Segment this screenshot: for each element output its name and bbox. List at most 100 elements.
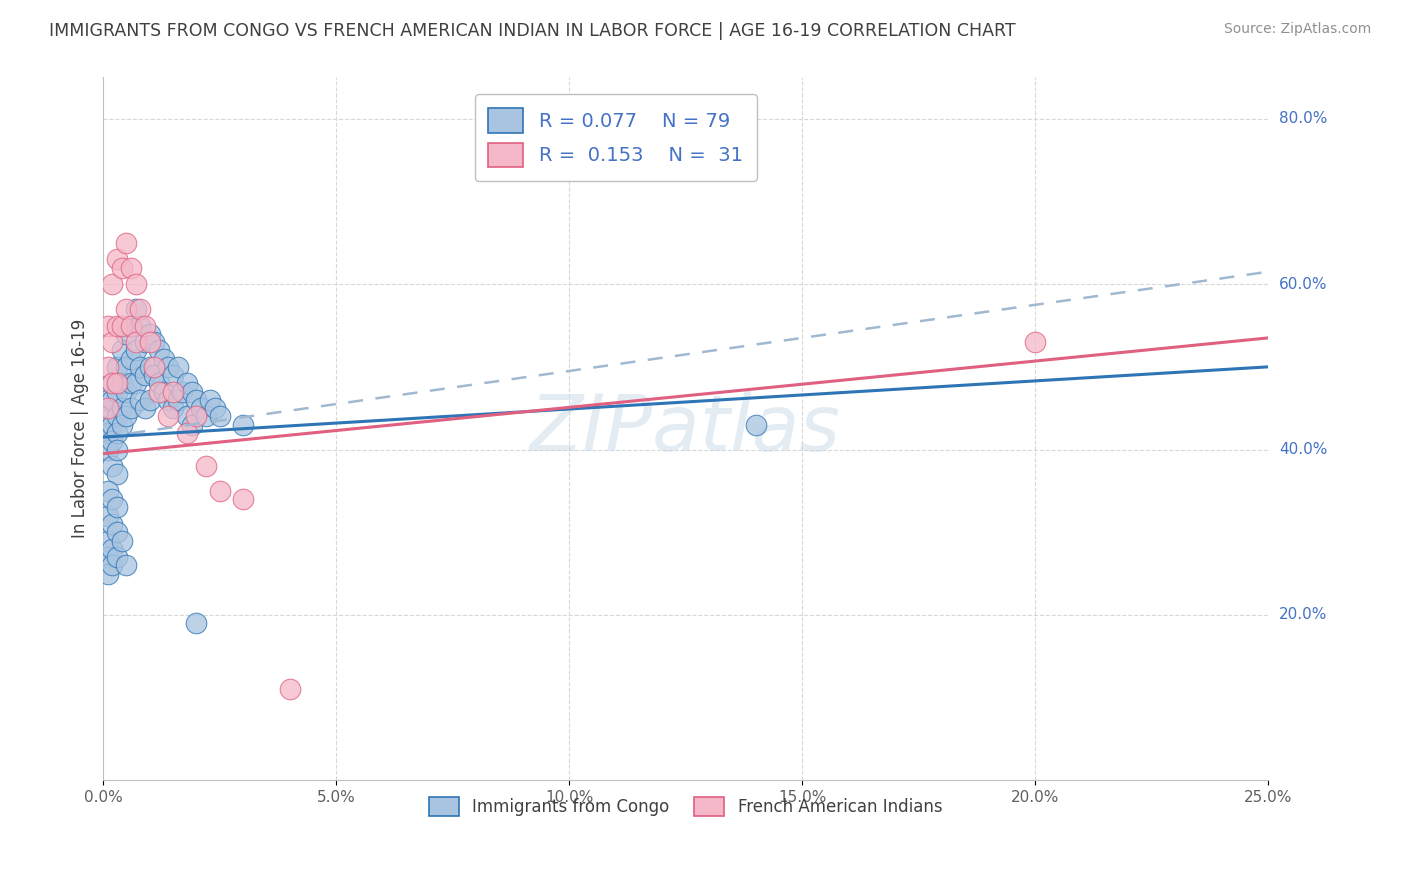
Point bbox=[134, 318, 156, 333]
Point bbox=[105, 525, 128, 540]
Point bbox=[129, 318, 152, 333]
Point bbox=[101, 277, 124, 292]
Text: Source: ZipAtlas.com: Source: ZipAtlas.com bbox=[1223, 22, 1371, 37]
Point bbox=[101, 392, 124, 407]
Point bbox=[143, 368, 166, 383]
Point bbox=[101, 541, 124, 556]
Point bbox=[138, 359, 160, 374]
Point bbox=[162, 401, 184, 416]
Point bbox=[120, 318, 142, 333]
Point bbox=[148, 384, 170, 399]
Point bbox=[208, 483, 231, 498]
Point bbox=[152, 384, 174, 399]
Point bbox=[148, 343, 170, 358]
Point bbox=[105, 318, 128, 333]
Text: 80.0%: 80.0% bbox=[1279, 112, 1327, 127]
Point bbox=[115, 301, 138, 316]
Point bbox=[125, 334, 148, 349]
Point bbox=[176, 376, 198, 391]
Point bbox=[180, 384, 202, 399]
Point bbox=[129, 301, 152, 316]
Point bbox=[194, 459, 217, 474]
Point bbox=[105, 359, 128, 374]
Point bbox=[97, 409, 120, 424]
Point bbox=[97, 533, 120, 548]
Point bbox=[97, 483, 120, 498]
Point bbox=[97, 549, 120, 564]
Point bbox=[138, 392, 160, 407]
Point bbox=[105, 376, 128, 391]
Point bbox=[157, 409, 180, 424]
Point bbox=[115, 359, 138, 374]
Point bbox=[162, 384, 184, 399]
Point bbox=[97, 318, 120, 333]
Point bbox=[148, 376, 170, 391]
Point bbox=[101, 417, 124, 432]
Point bbox=[120, 401, 142, 416]
Point bbox=[204, 401, 226, 416]
Point bbox=[152, 351, 174, 366]
Point bbox=[143, 334, 166, 349]
Point bbox=[105, 442, 128, 457]
Point bbox=[208, 409, 231, 424]
Text: 40.0%: 40.0% bbox=[1279, 442, 1327, 457]
Point bbox=[97, 425, 120, 440]
Point bbox=[105, 467, 128, 482]
Point bbox=[1024, 334, 1046, 349]
Point bbox=[101, 376, 124, 391]
Point bbox=[111, 260, 134, 275]
Point bbox=[186, 409, 208, 424]
Point bbox=[101, 434, 124, 449]
Point bbox=[162, 368, 184, 383]
Point bbox=[190, 401, 212, 416]
Point bbox=[111, 401, 134, 416]
Point bbox=[105, 384, 128, 399]
Point bbox=[105, 252, 128, 267]
Point bbox=[125, 376, 148, 391]
Point bbox=[97, 359, 120, 374]
Point bbox=[115, 384, 138, 399]
Point bbox=[176, 425, 198, 440]
Point bbox=[105, 549, 128, 564]
Legend: Immigrants from Congo, French American Indians: Immigrants from Congo, French American I… bbox=[420, 789, 950, 825]
Point bbox=[111, 318, 134, 333]
Point bbox=[166, 359, 188, 374]
Point bbox=[125, 301, 148, 316]
Point bbox=[97, 401, 120, 416]
Point bbox=[120, 318, 142, 333]
Point bbox=[97, 442, 120, 457]
Point bbox=[101, 516, 124, 531]
Point bbox=[115, 235, 138, 250]
Point bbox=[125, 343, 148, 358]
Point bbox=[101, 492, 124, 507]
Point bbox=[111, 417, 134, 432]
Point bbox=[115, 409, 138, 424]
Point bbox=[101, 558, 124, 573]
Point bbox=[115, 326, 138, 341]
Point bbox=[129, 359, 152, 374]
Text: 20.0%: 20.0% bbox=[1279, 607, 1327, 623]
Point bbox=[232, 492, 254, 507]
Point bbox=[115, 558, 138, 573]
Point bbox=[120, 260, 142, 275]
Point bbox=[157, 359, 180, 374]
Point bbox=[129, 392, 152, 407]
Point bbox=[157, 392, 180, 407]
Point bbox=[105, 409, 128, 424]
Point bbox=[232, 417, 254, 432]
Point bbox=[120, 351, 142, 366]
Point bbox=[101, 459, 124, 474]
Point bbox=[97, 508, 120, 523]
Point bbox=[176, 409, 198, 424]
Point bbox=[120, 376, 142, 391]
Point bbox=[105, 425, 128, 440]
Point bbox=[143, 359, 166, 374]
Point bbox=[97, 566, 120, 581]
Point bbox=[134, 368, 156, 383]
Point bbox=[186, 392, 208, 407]
Point bbox=[278, 682, 301, 697]
Point bbox=[138, 334, 160, 349]
Point bbox=[111, 533, 134, 548]
Point bbox=[111, 376, 134, 391]
Text: IMMIGRANTS FROM CONGO VS FRENCH AMERICAN INDIAN IN LABOR FORCE | AGE 16-19 CORRE: IMMIGRANTS FROM CONGO VS FRENCH AMERICAN… bbox=[49, 22, 1015, 40]
